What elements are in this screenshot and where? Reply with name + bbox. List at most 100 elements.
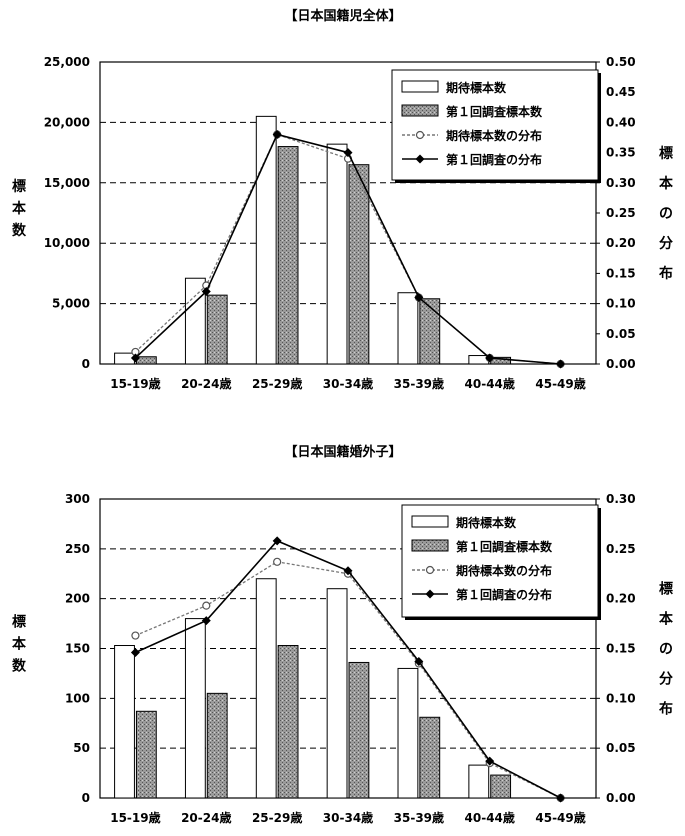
y2-tick-label: 0.15 [606, 642, 636, 656]
y2-tick-label: 0.10 [606, 691, 636, 705]
y2-tick-label: 0.50 [606, 55, 636, 69]
y2-tick-label: 0.05 [606, 741, 636, 755]
point-survey-dist [556, 793, 566, 803]
point-survey-dist [343, 566, 353, 576]
y-tick-label: 25,000 [44, 55, 90, 69]
y-axis-label-char: 標 [12, 614, 26, 631]
chart-out-of-wedlock-children: 【日本国籍婚外子】 0 50 100 150 200 250 300 0.00 0.05 0.10 0… [12, 444, 674, 825]
x-tick-label: 30-34歳 [323, 376, 373, 391]
legend-swatch [411, 539, 449, 552]
bar-expected [326, 588, 348, 799]
y-tick-label: 150 [65, 642, 90, 656]
y2-tick-label: 0.45 [606, 85, 636, 99]
bar-expected [184, 618, 206, 799]
point-expected-dist [202, 601, 211, 610]
point-expected-dist [273, 557, 282, 566]
y2-tick-label: 0.30 [606, 492, 636, 506]
legend-marker [415, 130, 425, 140]
legend-label: 第１回調査の分布 [446, 152, 542, 167]
bar-survey [206, 294, 228, 365]
bar-survey [419, 716, 441, 799]
point-survey-dist [414, 293, 424, 303]
legend-swatch [401, 80, 439, 93]
y-tick-label: 300 [65, 492, 90, 506]
legend-label: 第１回調査の分布 [456, 587, 552, 602]
bar-survey [348, 164, 370, 365]
legend-marker [425, 589, 435, 599]
y-tick-label: 5,000 [52, 297, 90, 311]
bar-survey [135, 710, 157, 799]
bar-expected [255, 578, 277, 799]
y2-tick-label: 0.30 [606, 176, 636, 190]
point-survey-dist [201, 287, 211, 297]
x-tick-label: 20-24歳 [181, 810, 231, 825]
y-tick-label: 50 [73, 741, 90, 755]
y-tick-label: 100 [65, 691, 90, 705]
y2-axis-label-char: 本 [659, 175, 674, 192]
y2-axis-label-char: 分 [659, 672, 673, 688]
chart-title: 【日本国籍婚外子】 [284, 444, 401, 460]
y-tick-label: 15,000 [44, 176, 90, 190]
y2-tick-label: 0.10 [606, 297, 636, 311]
point-survey-dist [201, 616, 211, 626]
y-tick-label: 20,000 [44, 115, 90, 129]
chart-all-children: 【日本国籍児全体】 0 5,000 10,000 15,000 20,000 25,000 0… [12, 8, 674, 391]
x-tick-label: 35-39歳 [394, 810, 444, 825]
point-survey-dist [556, 359, 566, 369]
point-survey-dist [130, 353, 140, 363]
point-survey-dist [414, 656, 424, 666]
legend-marker [415, 154, 425, 164]
point-survey-dist [272, 536, 282, 546]
y-tick-label: 10,000 [44, 236, 90, 250]
point-expected-dist [131, 631, 140, 640]
point-survey-dist [272, 129, 282, 139]
bar-expected [326, 143, 348, 365]
bar-expected [114, 352, 135, 365]
legend-label: 期待標本数 [456, 515, 517, 530]
bar-survey [277, 645, 299, 799]
bar-survey [277, 146, 299, 365]
y2-axis-label-char: 標 [659, 145, 673, 162]
legend-label: 期待標本数の分布 [446, 128, 542, 143]
y2-tick-label: 0.35 [606, 146, 636, 160]
bar-expected [397, 292, 419, 365]
bar-survey [348, 661, 370, 799]
bar-survey [419, 298, 441, 365]
bar-survey [490, 774, 512, 799]
x-tick-label: 45-49歳 [535, 810, 585, 825]
y2-axis-label-char: 本 [659, 611, 674, 628]
y2-tick-label: 0.15 [606, 266, 636, 280]
x-tick-label: 20-24歳 [181, 376, 231, 391]
y2-axis-label-char: の [659, 642, 673, 658]
y-tick-label: 250 [65, 542, 90, 556]
y2-axis-label-char: の [659, 206, 673, 222]
x-tick-label: 40-44歳 [465, 810, 515, 825]
y2-tick-label: 0.00 [606, 357, 636, 371]
legend-swatch [401, 104, 439, 117]
y2-tick-label: 0.05 [606, 327, 636, 341]
y-axis-label-char: 本 [12, 636, 27, 653]
point-survey-dist [485, 353, 495, 363]
y-axis-label-char: 数 [12, 658, 27, 675]
y2-tick-label: 0.25 [606, 206, 636, 220]
y-axis-label-char: 標 [12, 178, 26, 195]
legend-marker [425, 565, 435, 575]
bar-expected [255, 115, 277, 365]
x-tick-label: 25-29歳 [252, 376, 302, 391]
x-tick-label: 40-44歳 [465, 376, 515, 391]
y2-tick-label: 0.20 [606, 236, 636, 250]
y-tick-label: 0 [82, 357, 90, 371]
x-tick-label: 30-34歳 [323, 810, 373, 825]
chart-title: 【日本国籍児全体】 [284, 8, 401, 24]
y2-tick-label: 0.20 [606, 592, 636, 606]
y2-axis-label-char: 布 [659, 265, 673, 282]
y-axis-label-char: 本 [12, 200, 27, 217]
x-tick-label: 25-29歳 [252, 810, 302, 825]
y2-tick-label: 0.40 [606, 115, 636, 129]
point-survey-dist [485, 756, 495, 766]
bar-expected [468, 764, 490, 799]
point-survey-dist [130, 647, 140, 657]
y2-axis-label-char: 分 [659, 236, 673, 252]
legend-label: 期待標本数の分布 [456, 563, 552, 578]
